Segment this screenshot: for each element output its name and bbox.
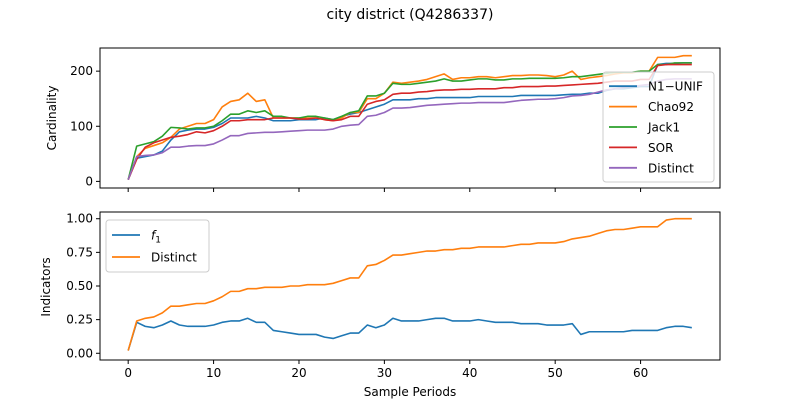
- series-line-n1-unif: [127, 62, 692, 181]
- legend-box: [602, 71, 715, 183]
- cardinality-ylabel: Cardinality: [45, 86, 59, 151]
- legend-label: Distinct: [151, 251, 197, 265]
- cardinality-legend: N1−UNIF Chao92 Jack1 SOR Distinct: [602, 71, 715, 183]
- series-line-distinct: [127, 78, 692, 181]
- xtick-label: 30: [377, 366, 392, 380]
- indicators-ylabel: Indicators: [39, 257, 53, 316]
- cardinality-panel: 0 100 200 Cardinality N1−UNIF Chao92 Jack1 SO…: [45, 47, 721, 192]
- indicators-xlabel: Sample Periods: [364, 385, 456, 399]
- xtick-label: 40: [462, 366, 477, 380]
- series-line-jack1: [127, 62, 692, 180]
- ytick-label: 0: [85, 174, 93, 188]
- ytick-label: 0.25: [66, 313, 93, 327]
- indicators-axes-frame: [99, 211, 721, 361]
- xtick-label: 50: [548, 366, 563, 380]
- ytick-label: 0.00: [66, 346, 93, 360]
- indicators-series: [127, 217, 692, 351]
- ytick-label: 1.00: [66, 212, 93, 226]
- series-line-distinct: [127, 217, 692, 351]
- xtick-label: 60: [633, 366, 648, 380]
- xtick-label: 10: [206, 366, 221, 380]
- xtick-label: 0: [124, 366, 132, 380]
- ytick-label: 100: [70, 119, 93, 133]
- series-line-sor: [127, 63, 692, 181]
- legend-label: Distinct: [648, 161, 694, 175]
- ytick-label: 0.75: [66, 245, 93, 259]
- legend-label: N1−UNIF: [648, 80, 703, 94]
- cardinality-ticks: 0 100 200: [70, 64, 642, 192]
- legend-box: [105, 219, 210, 273]
- legend-label: Jack1: [647, 121, 680, 135]
- legend-label: Chao92: [648, 100, 694, 114]
- cardinality-axes-frame: [99, 47, 721, 189]
- figure-title: city district (Q4286337): [327, 7, 494, 23]
- cardinality-series: [127, 54, 692, 181]
- ytick-label: 200: [70, 64, 93, 78]
- indicators-legend: f1 Distinct: [105, 219, 210, 273]
- series-line-chao92: [127, 54, 692, 181]
- indicators-panel: 0 10 20 30 40 50 60 0.00 0.25 0.50 0.75 1.00 Indica…: [39, 211, 721, 399]
- legend-label: f1: [151, 229, 161, 246]
- xtick-label: 20: [291, 366, 306, 380]
- series-line-f1: [127, 317, 692, 351]
- legend-label: SOR: [648, 141, 673, 155]
- ytick-label: 0.50: [66, 279, 93, 293]
- indicators-ticks: 0 10 20 30 40 50 60 0.00 0.25 0.50 0.75 1.00: [66, 212, 648, 380]
